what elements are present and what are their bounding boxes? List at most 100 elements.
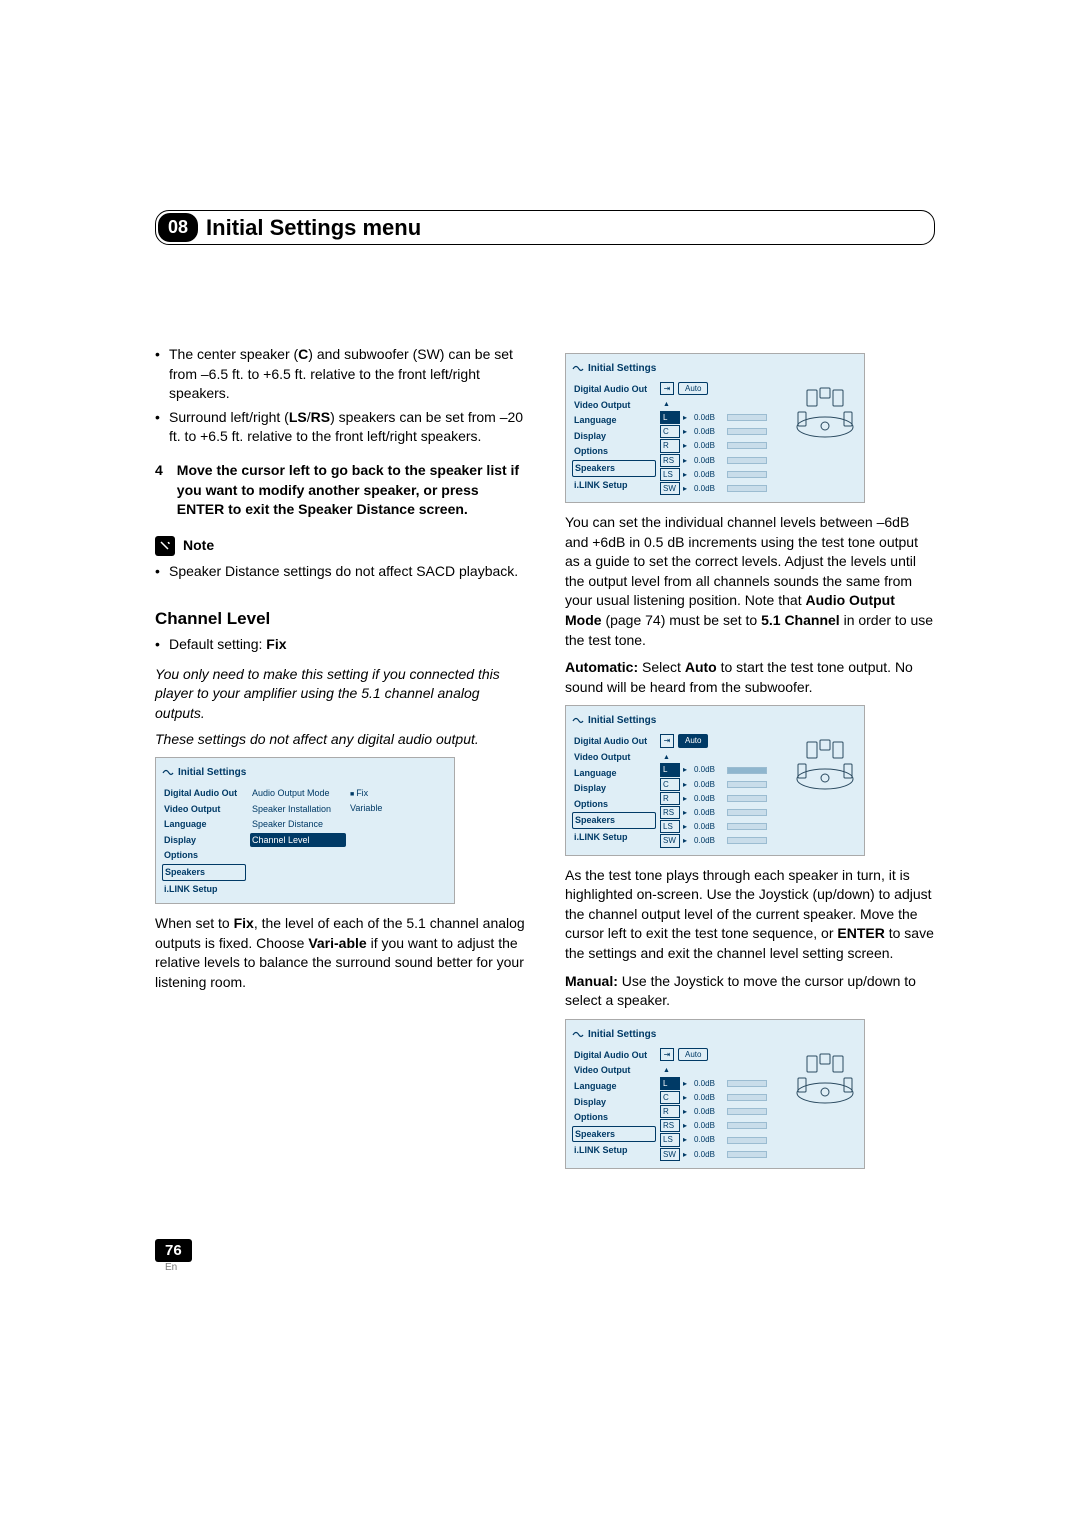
mini-side-item: Language	[572, 413, 656, 428]
step-4: 4 Move the cursor left to go back to the…	[155, 461, 525, 520]
note-list: Speaker Distance settings do not affect …	[155, 562, 525, 582]
mini-side-item: Digital Audio Out	[572, 734, 656, 749]
level-row: SW▸0.0dB	[660, 482, 767, 495]
mini-side-item: Display	[572, 781, 656, 796]
mini-side-item: Digital Audio Out	[572, 1048, 656, 1063]
right-column: Initial SettingsDigital Audio OutVideo O…	[565, 345, 935, 1179]
mini-side-item: Video Output	[162, 802, 246, 817]
mini-mid-item: Speaker Distance	[250, 817, 346, 832]
left-column: The center speaker (C) and subwoofer (SW…	[155, 345, 525, 1179]
level-row: LS▸0.0dB	[660, 1133, 767, 1146]
speaker-bullets: The center speaker (C) and subwoofer (SW…	[155, 345, 525, 447]
level-row: L▸0.0dB	[660, 411, 767, 424]
level-row: C▸0.0dB	[660, 425, 767, 438]
mini-option-item: Fix	[350, 786, 410, 801]
mini-side-item: Display	[572, 429, 656, 444]
chapter-title: Initial Settings menu	[206, 215, 924, 241]
mini-side-item: Digital Audio Out	[162, 786, 246, 801]
para-fix: When set to Fix, the level of each of th…	[155, 914, 525, 992]
chapter-number: 08	[158, 213, 198, 242]
note-text: Speaker Distance settings do not affect …	[169, 562, 525, 582]
mini-panel-levels-3: Initial Settings Digital Audio OutVideo O…	[565, 1019, 865, 1169]
mini-mid-item: Speaker Installation	[250, 802, 346, 817]
level-row: R▸0.0dB	[660, 1105, 767, 1118]
mini-mid-item: Channel Level	[250, 833, 346, 848]
level-row: L▸0.0dB	[660, 763, 767, 776]
level-row: RS▸0.0dB	[660, 806, 767, 819]
level-row: LS▸0.0dB	[660, 468, 767, 481]
auto-pill: Auto	[678, 734, 708, 747]
level-row: C▸0.0dB	[660, 1091, 767, 1104]
level-row: LS▸0.0dB	[660, 820, 767, 833]
level-table: ⇥Auto▲L▸0.0dBC▸0.0dBR▸0.0dBRS▸0.0dBLS▸0.…	[660, 1048, 767, 1162]
default-setting: Default setting: Fix	[169, 635, 525, 655]
mini-side-item: Options	[162, 848, 246, 863]
level-row: C▸0.0dB	[660, 778, 767, 791]
mini-side-item: Options	[572, 1110, 656, 1125]
note-header: Note	[155, 536, 525, 556]
mini-options: FixVariable	[350, 786, 410, 897]
mini-side-item: i.LINK Setup	[572, 478, 656, 493]
bullet-center: The center speaker (C) and subwoofer (SW…	[169, 345, 525, 404]
mini-side-item: Speakers	[572, 812, 656, 829]
mini-side-item: Speakers	[572, 1126, 656, 1143]
page-number-block: 76 En	[155, 1239, 935, 1273]
level-row: L▸0.0dB	[660, 1077, 767, 1090]
bullet-surround: Surround left/right (LS/RS) speakers can…	[169, 408, 525, 447]
mini-sidebar: Digital Audio OutVideo OutputLanguageDis…	[572, 382, 656, 496]
mini-sidebar: Digital Audio OutVideo OutputLanguageDis…	[572, 1048, 656, 1162]
mini-panel-levels-1: Initial Settings Digital Audio OutVideo O…	[565, 353, 865, 503]
italic-2: These settings do not affect any digital…	[155, 730, 525, 750]
para-testtone: As the test tone plays through each spea…	[565, 866, 935, 964]
auto-pill: Auto	[678, 1048, 708, 1061]
mini-side-item: i.LINK Setup	[572, 830, 656, 845]
level-row: RS▸0.0dB	[660, 1119, 767, 1132]
section-channel-level: Channel Level	[155, 607, 525, 631]
mini-midlist: Audio Output ModeSpeaker InstallationSpe…	[250, 786, 346, 897]
mini-side-item: Speakers	[572, 460, 656, 477]
mini-sidebar: Digital Audio OutVideo OutputLanguageDis…	[162, 786, 246, 897]
mini-title: Initial Settings	[572, 714, 858, 728]
mini-side-item: Display	[162, 833, 246, 848]
mini-title: Initial Settings	[162, 766, 448, 780]
mini-side-item: Options	[572, 444, 656, 459]
speaker-layout-icon	[792, 382, 858, 448]
mini-panel-channel-level: Initial Settings Digital Audio OutVideo …	[155, 757, 455, 904]
mini-panel-levels-2: Initial Settings Digital Audio OutVideo O…	[565, 705, 865, 855]
page-lang: En	[165, 1262, 935, 1273]
level-row: R▸0.0dB	[660, 792, 767, 805]
speaker-layout-icon	[792, 1048, 858, 1114]
mini-side-item: Language	[572, 766, 656, 781]
mini-side-item: Digital Audio Out	[572, 382, 656, 397]
mini-side-item: Language	[572, 1079, 656, 1094]
mini-mid-item: Audio Output Mode	[250, 786, 346, 801]
default-list: Default setting: Fix	[155, 635, 525, 655]
para-levels: You can set the individual channel level…	[565, 513, 935, 650]
mini-sidebar: Digital Audio OutVideo OutputLanguageDis…	[572, 734, 656, 848]
italic-1: You only need to make this setting if yo…	[155, 665, 525, 724]
page-number: 76	[155, 1239, 192, 1262]
step-number: 4	[155, 461, 163, 520]
mini-side-item: Language	[162, 817, 246, 832]
para-manual: Manual: Use the Joystick to move the cur…	[565, 972, 935, 1011]
level-row: RS▸0.0dB	[660, 454, 767, 467]
para-automatic: Automatic: Select Auto to start the test…	[565, 658, 935, 697]
chapter-header: 08 Initial Settings menu	[155, 210, 935, 245]
mini-side-item: Video Output	[572, 398, 656, 413]
mini-side-item: Speakers	[162, 864, 246, 881]
mini-title: Initial Settings	[572, 362, 858, 376]
note-label: Note	[183, 536, 214, 556]
mini-side-item: Options	[572, 797, 656, 812]
mini-side-item: i.LINK Setup	[572, 1143, 656, 1158]
mini-option-item: Variable	[350, 801, 410, 816]
level-row: SW▸0.0dB	[660, 834, 767, 847]
mini-side-item: Display	[572, 1095, 656, 1110]
step-text: Move the cursor left to go back to the s…	[177, 461, 525, 520]
level-table: ⇥Auto▲L▸0.0dBC▸0.0dBR▸0.0dBRS▸0.0dBLS▸0.…	[660, 734, 767, 848]
level-row: SW▸0.0dB	[660, 1148, 767, 1161]
level-table: ⇥Auto▲L▸0.0dBC▸0.0dBR▸0.0dBRS▸0.0dBLS▸0.…	[660, 382, 767, 496]
mini-title: Initial Settings	[572, 1028, 858, 1042]
mini-side-item: Video Output	[572, 1063, 656, 1078]
note-icon	[155, 536, 175, 556]
auto-pill: Auto	[678, 382, 708, 395]
